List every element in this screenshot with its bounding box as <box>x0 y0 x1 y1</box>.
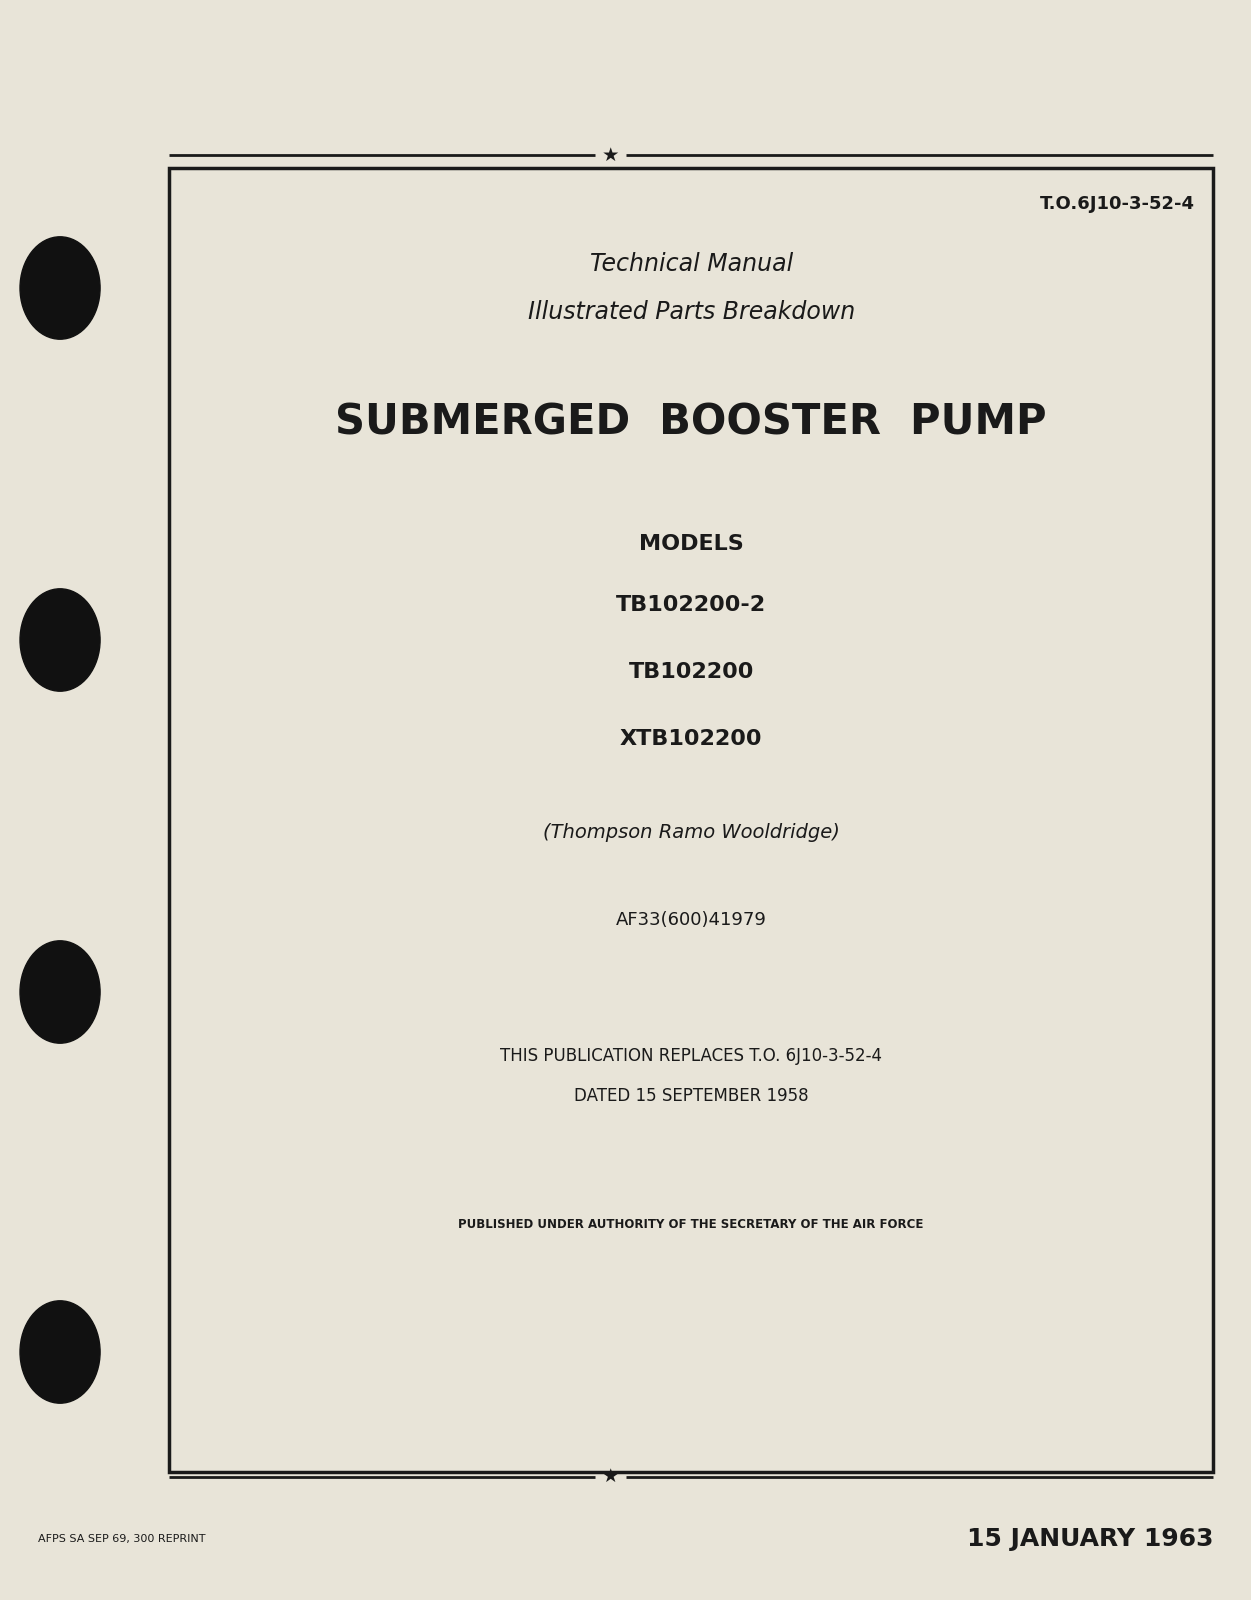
Text: Illustrated Parts Breakdown: Illustrated Parts Breakdown <box>528 301 854 323</box>
Text: SUBMERGED  BOOSTER  PUMP: SUBMERGED BOOSTER PUMP <box>335 402 1047 443</box>
Text: AFPS SA SEP 69, 300 REPRINT: AFPS SA SEP 69, 300 REPRINT <box>38 1534 205 1544</box>
Text: ★: ★ <box>602 146 619 165</box>
Text: TB102200: TB102200 <box>628 662 754 682</box>
Text: PUBLISHED UNDER AUTHORITY OF THE SECRETARY OF THE AIR FORCE: PUBLISHED UNDER AUTHORITY OF THE SECRETA… <box>458 1218 924 1230</box>
Text: Technical Manual: Technical Manual <box>589 251 793 275</box>
Text: DATED 15 SEPTEMBER 1958: DATED 15 SEPTEMBER 1958 <box>574 1086 808 1106</box>
Bar <box>169 168 1213 1472</box>
Text: ★: ★ <box>602 1467 619 1486</box>
Text: (Thompson Ramo Wooldridge): (Thompson Ramo Wooldridge) <box>543 822 839 842</box>
Circle shape <box>20 237 100 339</box>
Text: T.O.6J10-3-52-4: T.O.6J10-3-52-4 <box>1040 195 1195 213</box>
Circle shape <box>20 589 100 691</box>
Text: TB102200-2: TB102200-2 <box>615 595 767 614</box>
Text: 15 JANUARY 1963: 15 JANUARY 1963 <box>967 1526 1213 1552</box>
Circle shape <box>20 941 100 1043</box>
Text: MODELS: MODELS <box>639 534 743 554</box>
Circle shape <box>20 1301 100 1403</box>
Text: AF33(600)41979: AF33(600)41979 <box>615 910 767 930</box>
Text: THIS PUBLICATION REPLACES T.O. 6J10-3-52-4: THIS PUBLICATION REPLACES T.O. 6J10-3-52… <box>500 1046 882 1066</box>
Text: XTB102200: XTB102200 <box>620 730 762 749</box>
